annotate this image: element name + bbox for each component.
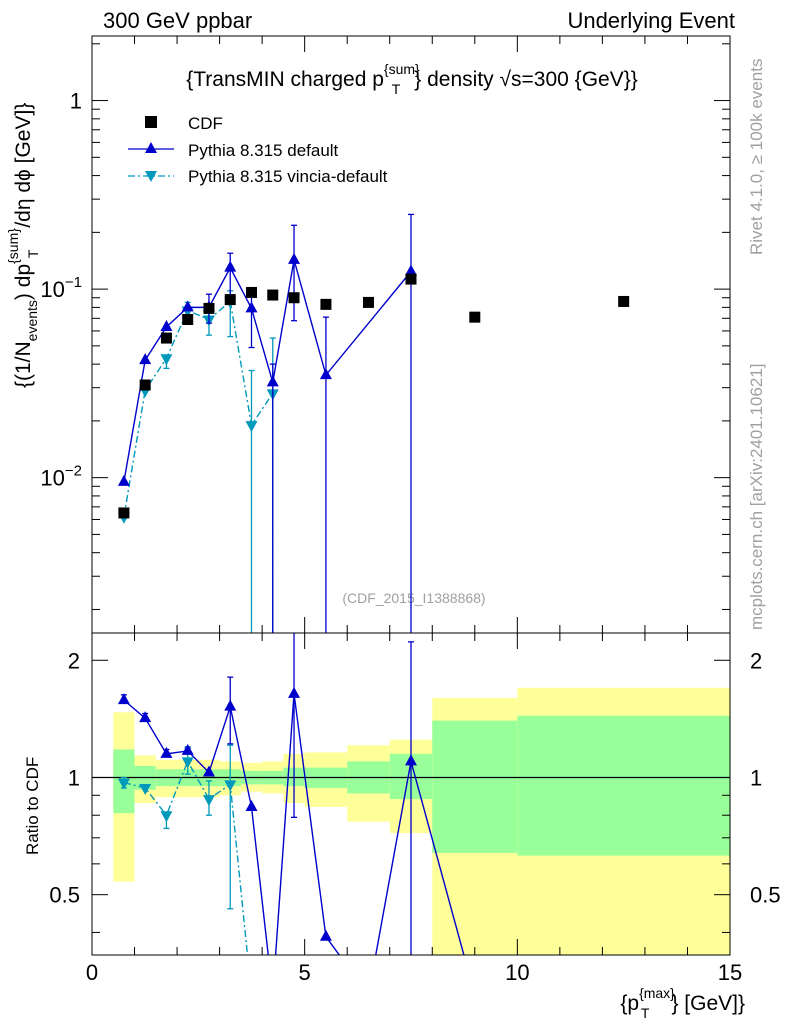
legend-cdf-label: CDF: [188, 114, 223, 133]
cdf-point: [405, 273, 417, 285]
ratio-x-tick-label: 5: [299, 960, 311, 985]
default-point: [319, 368, 332, 380]
ratio-default-point: [117, 693, 130, 705]
default-point: [405, 264, 417, 276]
ratio-vincia: [117, 744, 249, 955]
main-series: [117, 213, 630, 633]
ratio-default-point: [202, 765, 215, 777]
main-title: {TransMIN charged p{sum} T} density √s=30…: [186, 61, 638, 97]
cdf-point: [182, 313, 194, 325]
cdf-point: [469, 311, 481, 323]
default-point: [160, 319, 173, 331]
ratio-default-point: [245, 799, 258, 811]
band-inner: [517, 715, 730, 856]
watermark: (CDF_2015_I1388868): [342, 590, 485, 606]
cdf-point: [267, 289, 279, 301]
header-right: Underlying Event: [567, 8, 735, 33]
ratio-y-tick-label: 0.5: [49, 883, 80, 908]
cdf-point: [320, 298, 332, 310]
ratio-xlabel: {p{max} T} [GeV]}: [620, 985, 745, 1021]
ratio-frame: [91, 632, 731, 956]
legend-vincia-marker: [145, 171, 157, 182]
legend-default-label: Pythia 8.315 default: [188, 141, 339, 160]
default-point: [245, 301, 258, 313]
ratio-y-tick-label-right: 0.5: [750, 883, 781, 908]
default-point: [266, 375, 279, 387]
series-default: [117, 213, 417, 633]
y-tick-label: 1: [70, 89, 82, 114]
cdf-point: [618, 295, 630, 307]
ratio-x-tick-label: 10: [505, 960, 529, 985]
header-left: 300 GeV ppbar: [103, 8, 252, 33]
ratio-vincia-point: [224, 780, 237, 792]
cdf-point: [224, 294, 236, 306]
ratio-vincia-point: [160, 811, 173, 823]
ratio-default-point: [181, 743, 194, 755]
vincia-point: [160, 354, 173, 366]
main-ylabel: {(1/Nevents) dp{sum} T /dη dϕ [GeV]}: [5, 103, 41, 388]
ratio-default-point: [288, 686, 301, 698]
rivet-label: Rivet 4.1.0, ≥ 100k events: [747, 59, 766, 255]
default-point: [117, 474, 130, 486]
mcplots-label: mcplots.cern.ch [arXiv:2401.10621]: [747, 364, 766, 630]
legend: CDF Pythia 8.315 default Pythia 8.315 vi…: [128, 114, 388, 186]
legend-default-marker: [145, 142, 157, 153]
band-inner: [432, 720, 518, 853]
legend-cdf-marker: [145, 116, 157, 128]
ratio-default-point: [319, 929, 332, 941]
ratio-y-tick-label: 1: [68, 765, 80, 790]
main-y-ticks: 10−2 10−1 1: [40, 36, 731, 633]
ratio-series: [117, 633, 465, 955]
ratio-bands: [92, 687, 730, 955]
ratio-default-line: [123, 693, 465, 955]
cdf-point: [288, 292, 300, 304]
ratio-panel: 0.5 0.5 1 1 2 2 0 5 10 15 Ratio to CDF {p{max} T} …: [23, 632, 781, 1021]
ratio-vincia-point: [181, 757, 194, 769]
ratio-ylabel: Ratio to CDF: [23, 757, 42, 855]
ratio-x-tick-label: 0: [86, 960, 98, 985]
ratio-default: [117, 633, 465, 955]
ratio-y-tick-label: 2: [68, 648, 80, 673]
main-panel: (CDF_2015_I1388868) {TransMIN charged p{…: [5, 35, 731, 634]
ratio-default-point: [139, 711, 152, 723]
vincia-point: [245, 421, 258, 433]
cdf-point: [203, 302, 215, 314]
cdf-point: [246, 286, 257, 298]
ratio-default-point: [224, 699, 237, 711]
ratio-vincia-point: [117, 778, 130, 790]
default-point: [181, 300, 194, 312]
ratio-x-tick-label: 15: [718, 960, 742, 985]
legend-vincia-label: Pythia 8.315 vincia-default: [188, 167, 388, 186]
cdf-point: [118, 507, 130, 519]
default-point: [139, 353, 152, 365]
ratio-ticks: 0.5 0.5 1 1 2 2 0 5 10 15: [49, 633, 781, 985]
default-point: [224, 260, 237, 272]
default-point: [288, 252, 301, 264]
ratio-default-point: [405, 754, 417, 766]
ratio-default-point: [160, 746, 173, 758]
ratio-y-tick-label-right: 1: [750, 765, 762, 790]
series-cdf: [118, 273, 630, 519]
y-tick-label: 10−2: [40, 463, 82, 491]
cdf-point: [160, 332, 172, 344]
cdf-point: [139, 379, 151, 391]
ratio-y-tick-label-right: 2: [750, 648, 762, 673]
y-tick-label: 10−1: [40, 274, 82, 302]
ratio-vincia-point: [139, 783, 152, 795]
ratio-vincia-point: [202, 795, 215, 807]
cdf-point: [362, 296, 374, 308]
